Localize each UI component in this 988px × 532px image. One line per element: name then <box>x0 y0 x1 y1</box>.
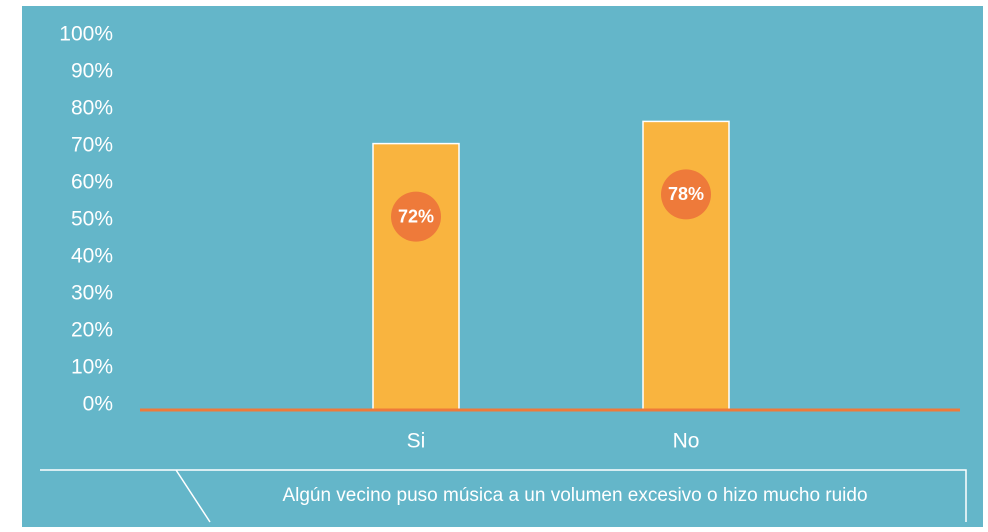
x-tick-label: Si <box>407 430 426 453</box>
background <box>22 6 983 527</box>
y-tick-label: 90% <box>71 60 113 83</box>
y-tick-label: 20% <box>71 319 113 342</box>
value-badge <box>391 191 441 242</box>
x-tick-label: No <box>673 430 700 453</box>
value-label: 78% <box>668 184 704 204</box>
x-label-frame <box>40 469 967 523</box>
value-label: 72% <box>398 206 434 226</box>
y-tick-label: 30% <box>71 282 113 305</box>
y-tick-label: 40% <box>71 245 113 268</box>
y-tick-label: 10% <box>71 356 113 379</box>
x-axis-label: Algún vecino puso música a un volumen ex… <box>282 485 867 506</box>
y-tick-label: 70% <box>71 134 113 157</box>
y-tick-label: 100% <box>59 23 113 46</box>
y-tick-label: 50% <box>71 208 113 231</box>
y-tick-label: 60% <box>71 171 113 194</box>
bar <box>642 120 730 411</box>
value-badge <box>661 169 711 220</box>
y-tick-label: 0% <box>83 393 113 416</box>
bar <box>372 142 460 411</box>
y-tick-label: 80% <box>71 97 113 120</box>
